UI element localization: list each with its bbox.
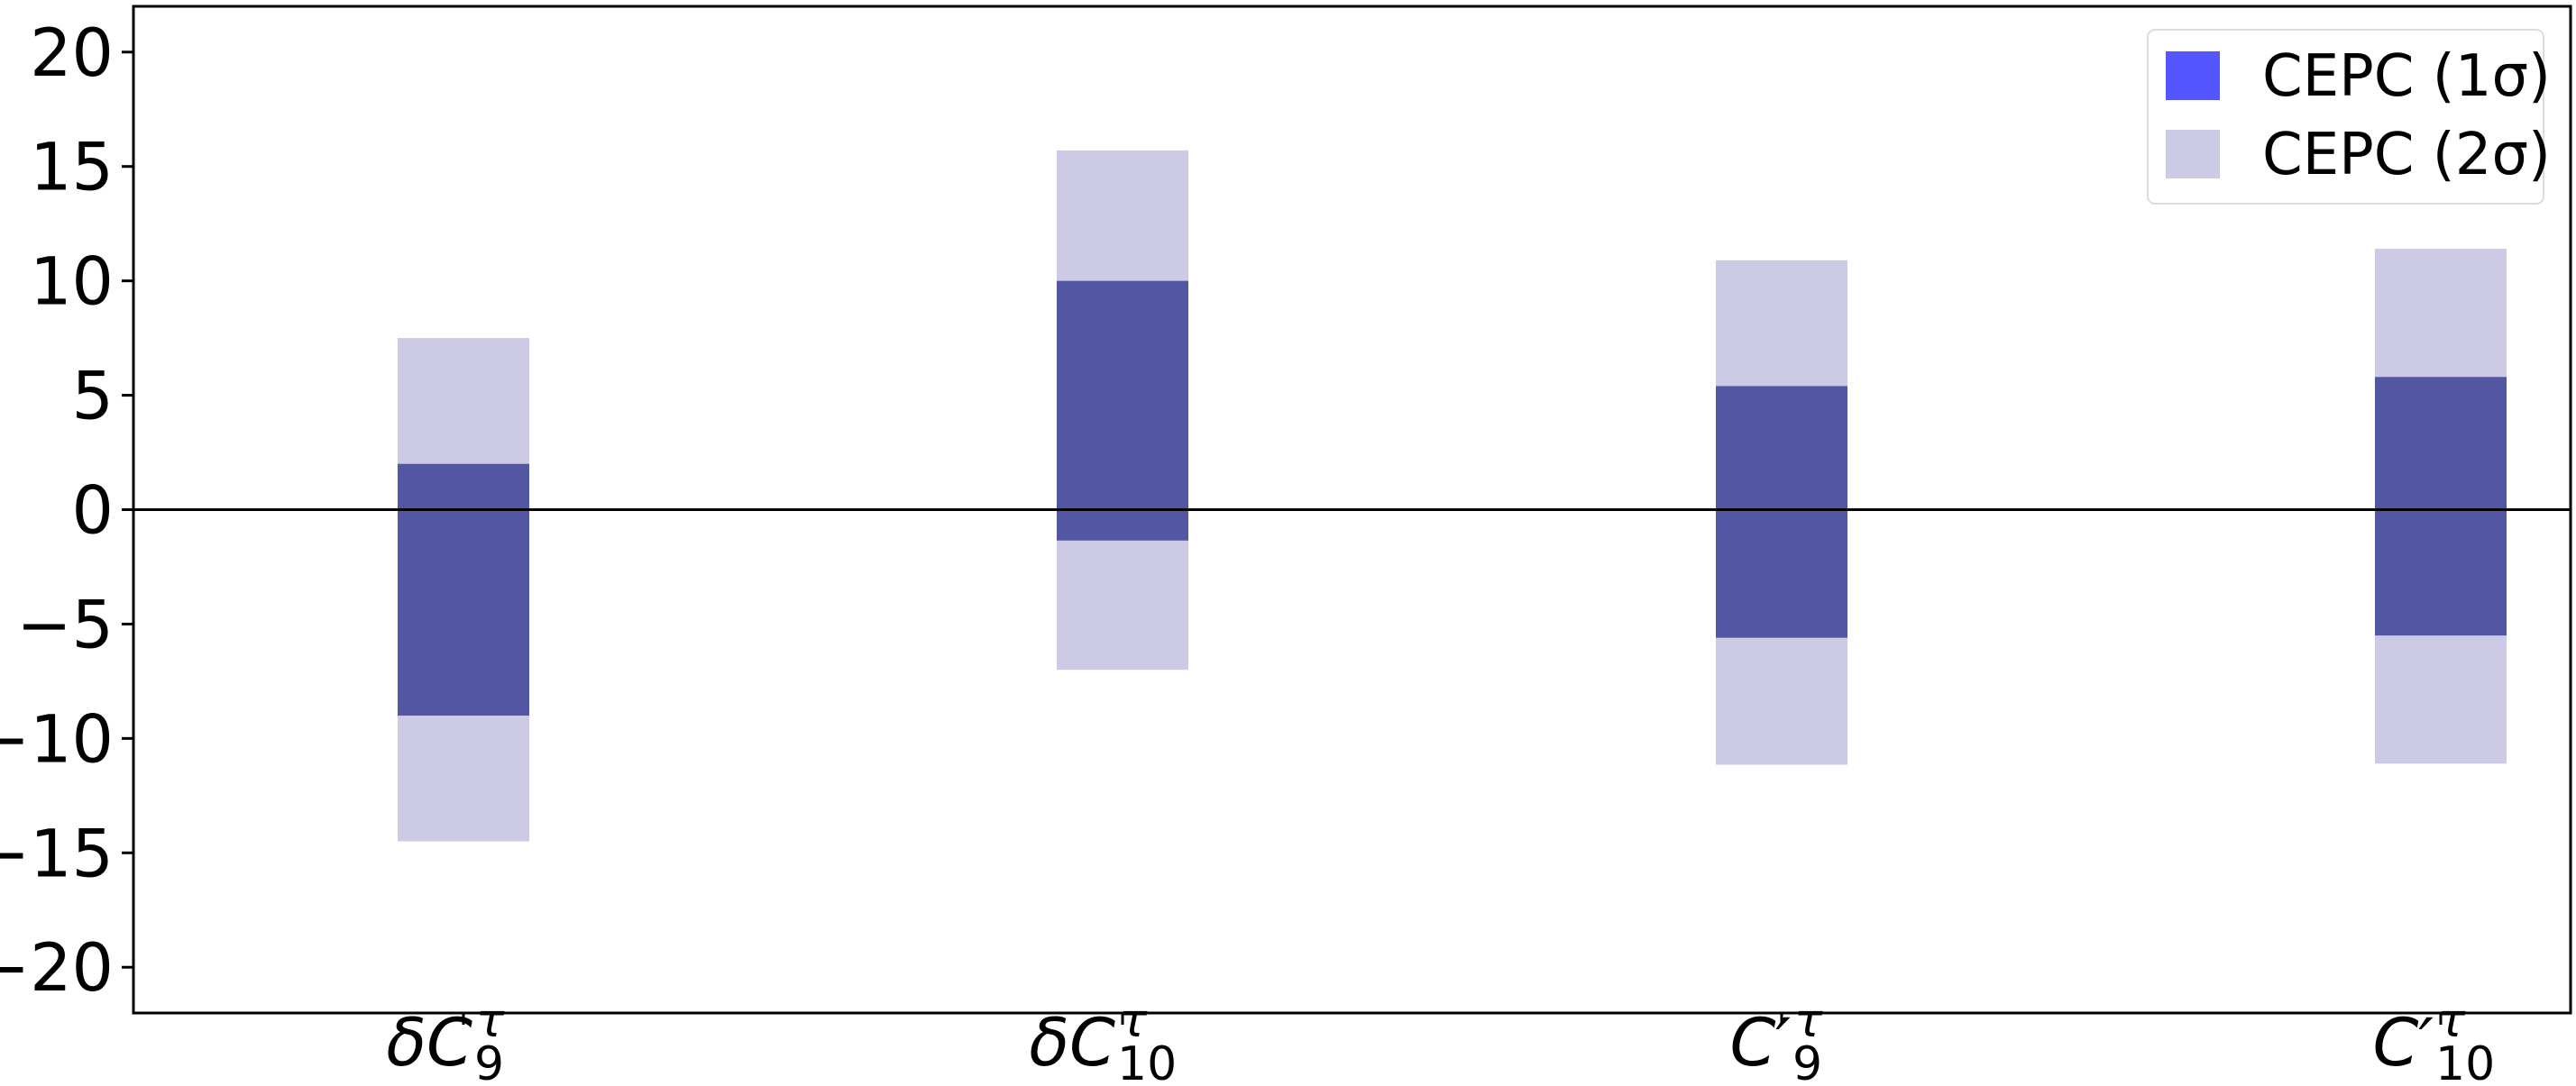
x-tick-label: δC τ10 [1029, 994, 1177, 1086]
y-tick-label: 10 [30, 244, 114, 321]
category-base: δC [386, 1005, 472, 1081]
legend-label: CEPC (2σ) [2262, 122, 2551, 188]
bar [2375, 377, 2507, 636]
category-sup: τ [1119, 994, 1148, 1048]
legend-swatch [2166, 130, 2220, 178]
category-sup: τ [476, 994, 505, 1048]
bar [1716, 386, 1847, 638]
y-tick-label: −20 [0, 930, 114, 1007]
y-tick-label: −5 [16, 587, 114, 663]
y-tick-label: 20 [30, 15, 114, 92]
category-sup: τ [1794, 994, 1823, 1048]
y-tick-label: 0 [72, 473, 114, 550]
category-sub: 10 [1117, 1037, 1177, 1086]
y-tick-label: 5 [72, 359, 114, 435]
bar [1057, 280, 1188, 541]
x-tick-label: C′ τ9 [1729, 994, 1823, 1086]
category-sup: τ [2437, 994, 2466, 1048]
bar [398, 463, 529, 716]
category-sub: 10 [2435, 1037, 2495, 1086]
category-base: C′ [2372, 1005, 2434, 1081]
legend-label: CEPC (1σ) [2262, 43, 2551, 110]
y-tick-label: −10 [0, 701, 114, 778]
category-sub: 9 [474, 1037, 504, 1086]
x-tick-label: C′ τ10 [2372, 994, 2495, 1086]
legend-swatch [2166, 51, 2220, 100]
legend-box [2147, 29, 2544, 205]
y-tick-label: 15 [30, 130, 114, 206]
x-tick-label: δC τ9 [386, 994, 505, 1086]
y-tick-label: −15 [0, 816, 114, 892]
category-sub: 9 [1792, 1037, 1822, 1086]
category-base: δC [1029, 1005, 1115, 1081]
category-base: C′ [1729, 1005, 1791, 1081]
